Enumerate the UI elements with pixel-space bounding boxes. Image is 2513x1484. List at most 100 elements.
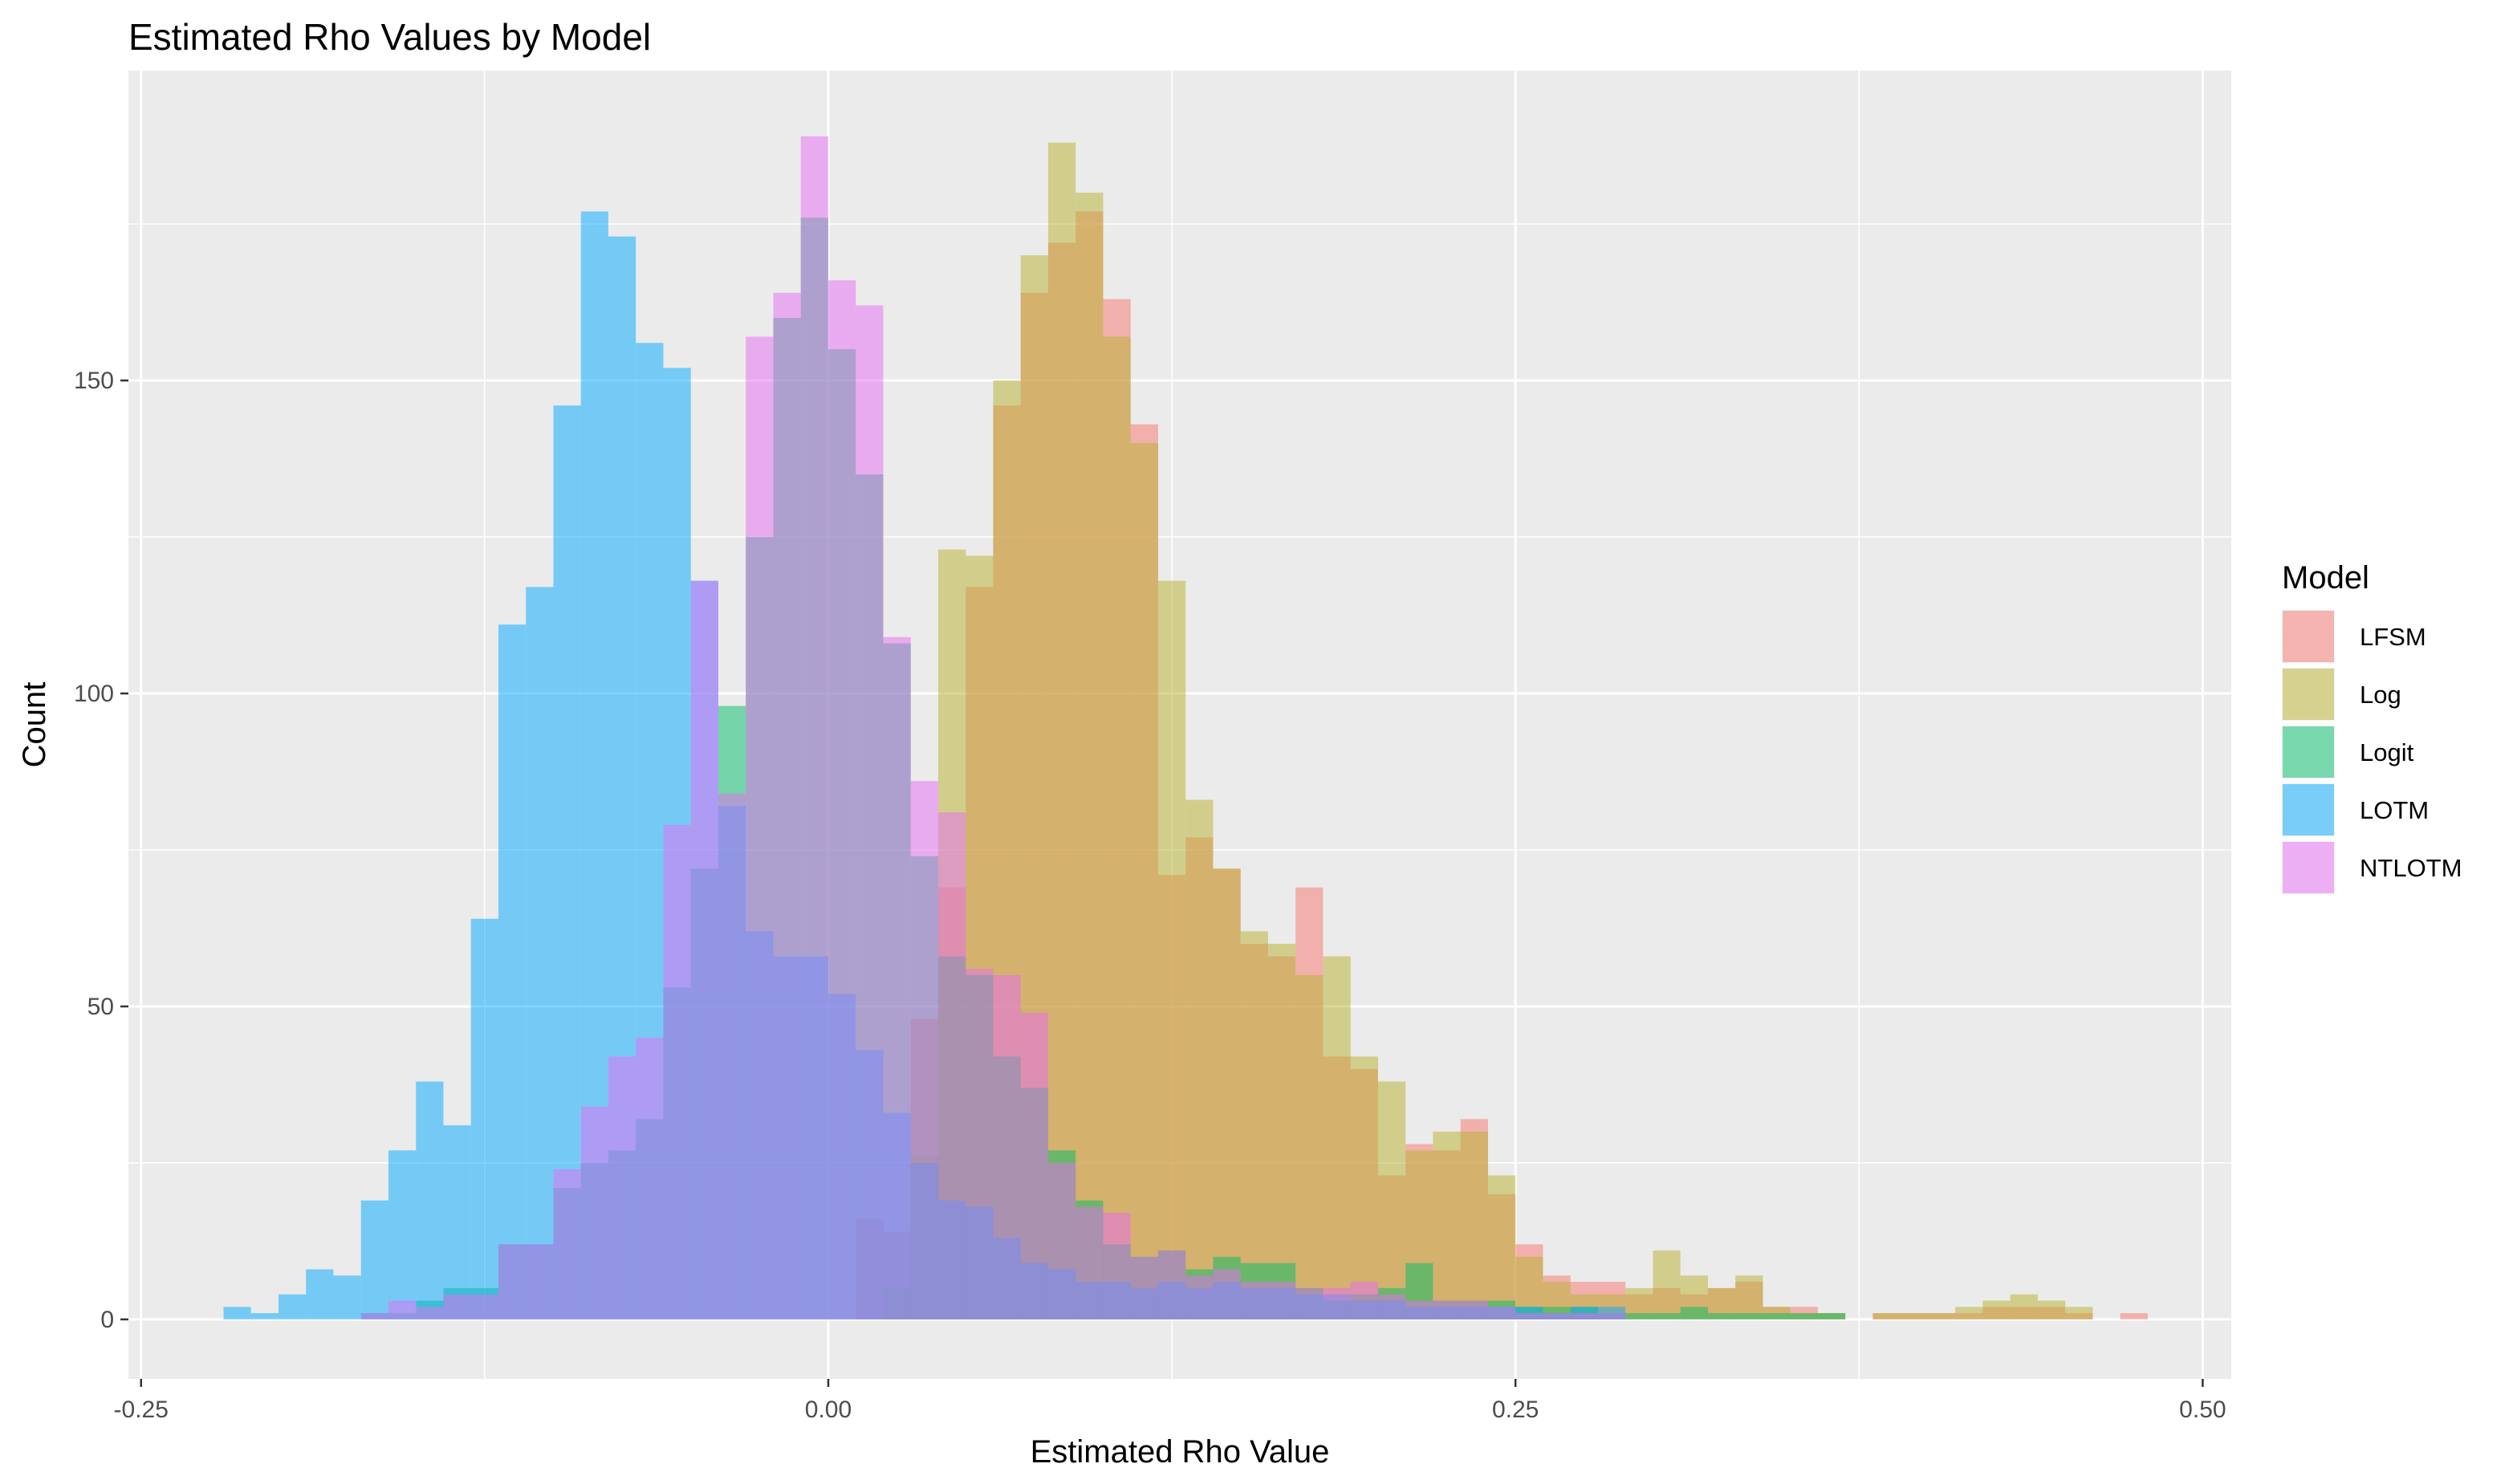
- bar-log: [1735, 1275, 1763, 1319]
- bar-log: [1103, 336, 1131, 1319]
- bar-ntlotm: [470, 1294, 498, 1319]
- legend-key-log: [2283, 669, 2334, 720]
- bar-log: [1295, 974, 1324, 1319]
- bar-ntlotm: [1185, 1275, 1214, 1319]
- x-tick-label: 0.25: [1492, 1397, 1539, 1423]
- bar-ntlotm: [1020, 1012, 1048, 1319]
- bar-log: [1267, 943, 1296, 1319]
- bar-logit: [1790, 1313, 1818, 1319]
- bar-ntlotm: [718, 793, 746, 1319]
- bar-log: [1982, 1300, 2011, 1319]
- bar-ntlotm: [360, 1313, 388, 1319]
- bar-logit: [1817, 1313, 1846, 1319]
- bar-ntlotm: [1240, 1282, 1268, 1319]
- bar-ntlotm: [966, 969, 994, 1319]
- bar-ntlotm: [690, 580, 718, 1319]
- bar-ntlotm: [498, 1244, 527, 1319]
- bar-ntlotm: [1405, 1300, 1433, 1319]
- bar-ntlotm: [388, 1300, 417, 1319]
- bar-log: [1900, 1313, 1928, 1319]
- legend-key-logit: [2283, 726, 2334, 778]
- bar-lotm: [306, 1269, 334, 1319]
- bar-lotm: [553, 405, 581, 1319]
- bar-log: [1157, 580, 1186, 1319]
- y-tick-label: 150: [74, 368, 114, 394]
- axis-ticks: [120, 379, 2204, 1387]
- bar-log: [1350, 1056, 1378, 1319]
- bar-ntlotm: [1103, 1213, 1131, 1319]
- bar-ntlotm: [1570, 1313, 1598, 1319]
- y-tick-label: 100: [74, 681, 114, 707]
- bar-ntlotm: [856, 305, 884, 1319]
- bar-lotm: [416, 1081, 444, 1319]
- bar-lotm: [470, 918, 498, 1319]
- bar-log: [1047, 142, 1076, 1319]
- bar-ntlotm: [1597, 1313, 1626, 1319]
- bar-lotm: [498, 624, 527, 1319]
- bar-log: [2010, 1294, 2038, 1319]
- bar-lotm: [388, 1150, 417, 1319]
- bar-lotm: [443, 1125, 471, 1319]
- bar-ntlotm: [1157, 1250, 1186, 1319]
- y-axis-label: Count: [17, 682, 52, 768]
- legend-items: LFSM Log Logit LOTM NTLOTM: [2282, 610, 2462, 894]
- bar-ntlotm: [553, 1169, 581, 1319]
- bar-ntlotm: [443, 1294, 471, 1319]
- legend-label-lfsm: LFSM: [2360, 623, 2426, 651]
- bar-lotm: [278, 1294, 307, 1319]
- bar-log: [1377, 1081, 1406, 1319]
- bar-ntlotm: [1130, 1256, 1158, 1319]
- bar-lotm: [360, 1200, 388, 1319]
- bar-log: [1076, 193, 1104, 1319]
- bar-lotm: [250, 1313, 279, 1319]
- bar-log: [1927, 1313, 1956, 1319]
- legend-key-lotm: [2283, 784, 2334, 836]
- bar-logit: [1763, 1313, 1791, 1319]
- bar-ntlotm: [1433, 1300, 1461, 1319]
- bar-ntlotm: [1377, 1294, 1406, 1319]
- x-tick-label: 0.50: [2179, 1397, 2226, 1423]
- bar-ntlotm: [526, 1244, 554, 1319]
- bar-ntlotm: [1213, 1269, 1241, 1319]
- bar-ntlotm: [1323, 1287, 1351, 1319]
- x-tick-label: 0.00: [805, 1397, 852, 1423]
- bar-log: [1873, 1313, 1901, 1319]
- bar-lotm: [223, 1307, 251, 1319]
- bar-logit: [1625, 1313, 1653, 1319]
- bar-log: [2037, 1300, 2066, 1319]
- bar-log: [1213, 868, 1241, 1319]
- histogram-bars: [223, 136, 2148, 1319]
- bar-ntlotm: [1076, 1206, 1104, 1319]
- bar-ntlotm: [1267, 1282, 1296, 1319]
- bar-log: [1130, 443, 1158, 1319]
- x-tick-label: -0.25: [114, 1397, 169, 1423]
- bar-ntlotm: [1350, 1282, 1378, 1319]
- bar-ntlotm: [580, 1106, 608, 1319]
- bar-ntlotm: [416, 1307, 444, 1319]
- bar-ntlotm: [773, 292, 801, 1319]
- y-tick-label: 50: [87, 994, 114, 1020]
- bar-logit: [1707, 1313, 1736, 1319]
- legend-key-ntlotm: [2283, 842, 2334, 893]
- x-axis-label: Estimated Rho Value: [1031, 1434, 1330, 1470]
- bar-ntlotm: [937, 812, 966, 1319]
- bar-ntlotm: [993, 974, 1021, 1319]
- legend: Model LFSM Log Logit LOTM NTLOTM: [2282, 560, 2462, 894]
- legend-label-log: Log: [2360, 681, 2401, 709]
- bar-log: [1323, 956, 1351, 1319]
- bar-ntlotm: [746, 336, 774, 1319]
- bar-log: [1955, 1307, 1983, 1319]
- bar-ntlotm: [1543, 1313, 1571, 1319]
- legend-label-lotm: LOTM: [2360, 796, 2429, 824]
- bar-lfsm: [2120, 1313, 2148, 1319]
- y-tick-label: 0: [100, 1307, 114, 1333]
- bar-ntlotm: [1460, 1300, 1488, 1319]
- bar-log: [1487, 1175, 1516, 1319]
- y-axis-tick-labels: 0 50 100 150: [74, 368, 114, 1333]
- bar-log: [1460, 1131, 1488, 1319]
- bar-ntlotm: [910, 781, 938, 1319]
- bar-ntlotm: [828, 280, 856, 1319]
- bar-ntlotm: [800, 136, 828, 1319]
- bar-ntlotm: [663, 824, 691, 1319]
